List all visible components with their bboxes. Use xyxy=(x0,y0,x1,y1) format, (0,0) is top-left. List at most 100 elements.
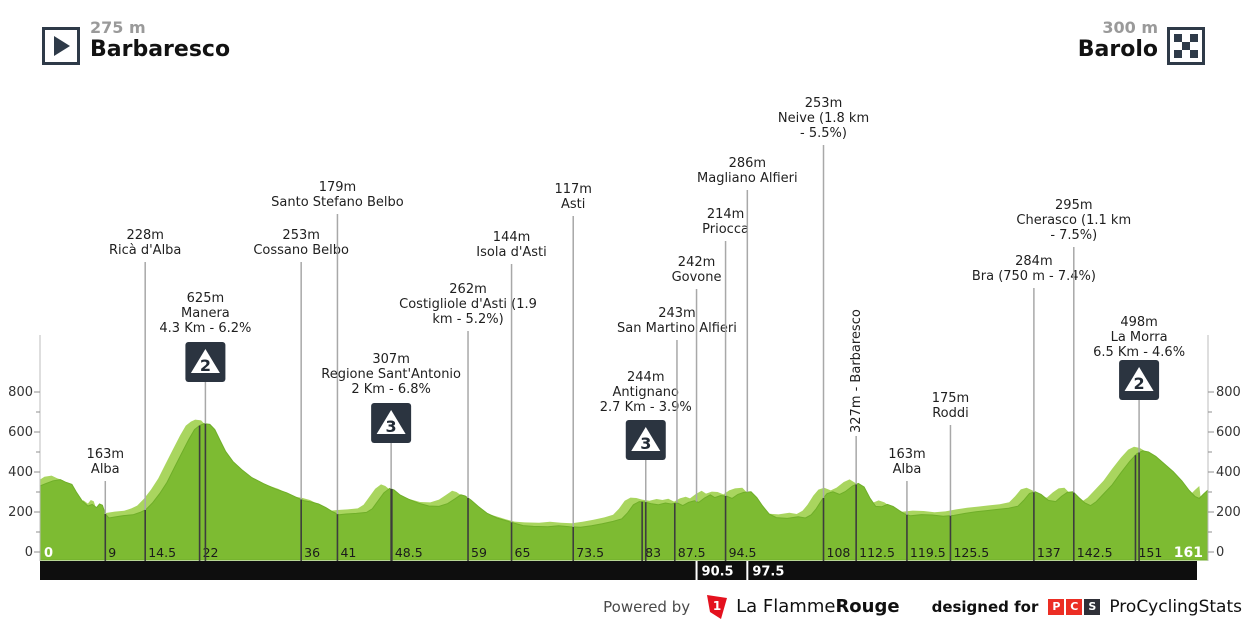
marker-label: Santo Stefano Belbo xyxy=(271,195,404,210)
marker-label: Cherasco (1.1 km xyxy=(1016,213,1131,228)
profile-area-main xyxy=(39,423,1209,561)
y-axis-label: 600 xyxy=(8,425,33,440)
marker-label: Roddi xyxy=(932,406,969,421)
designed-for-label: designed for xyxy=(931,597,1039,616)
marker-label: Manera xyxy=(181,306,230,321)
x-tick-label: 83 xyxy=(645,545,661,560)
x-tick-label: 112.5 xyxy=(859,545,895,560)
y-axis-label: 800 xyxy=(1216,385,1241,400)
x-tick-label: 48.5 xyxy=(395,545,423,560)
marker-label-vertical: 327m - Barbaresco xyxy=(849,309,864,433)
checkered-pattern xyxy=(1174,34,1198,58)
marker-label: 286m xyxy=(729,156,766,171)
marker-label: - 7.5%) xyxy=(1050,228,1097,243)
x-tick-label: 9 xyxy=(108,545,116,560)
la-flamme-rouge-wordmark[interactable]: La FlammeRouge xyxy=(736,596,899,617)
svg-text:3: 3 xyxy=(640,434,651,453)
x-tick-label: 0 xyxy=(44,546,53,561)
marker-label: 295m xyxy=(1055,198,1092,213)
marker-label: 262m xyxy=(449,282,486,297)
category-3-climb-icon: 3 xyxy=(625,420,666,460)
marker-label: 163m xyxy=(87,447,124,462)
marker-label: Priocca xyxy=(702,222,749,237)
pcs-letter-c: C xyxy=(1066,598,1083,615)
start-elevation: 275 m xyxy=(90,18,146,37)
y-axis-label: 0 xyxy=(1216,545,1224,560)
powered-by-label: Powered by xyxy=(603,597,691,616)
x-tick-label: 59 xyxy=(471,545,487,560)
start-header: 275 m Barbaresco xyxy=(90,18,231,63)
x-tick-label: 108 xyxy=(827,545,851,560)
finish-elevation: 300 m xyxy=(1102,18,1158,37)
y-axis-label: 200 xyxy=(1216,505,1241,520)
marker-label: Neive (1.8 km xyxy=(778,111,869,126)
marker-label: 498m xyxy=(1120,315,1157,330)
start-flag-icon xyxy=(42,27,80,65)
band-tick-label: 90.5 xyxy=(702,565,734,580)
marker-label: - 5.5%) xyxy=(800,126,847,141)
category-2-climb-icon: 2 xyxy=(185,342,226,382)
marker-label: Alba xyxy=(893,462,922,477)
svg-text:2: 2 xyxy=(200,356,211,375)
marker-label: Alba xyxy=(91,462,120,477)
x-tick-label: 65 xyxy=(515,545,531,560)
marker-label: km - 5.2%) xyxy=(432,312,503,327)
y-axis-label: 400 xyxy=(1216,465,1241,480)
pcs-logo-icon[interactable]: P C S xyxy=(1048,598,1102,615)
lfr-regular: La Flamme xyxy=(736,596,836,617)
marker-label: 253m xyxy=(282,228,319,243)
pcs-letter-s: S xyxy=(1084,598,1101,615)
marker-label: Bra (750 m - 7.4%) xyxy=(972,269,1096,284)
marker-label: 2 Km - 6.8% xyxy=(351,382,431,397)
marker-label: 4.3 Km - 6.2% xyxy=(159,321,251,336)
marker-label: Antignano xyxy=(613,385,680,400)
marker-label: 625m xyxy=(187,291,224,306)
marker-label: Govone xyxy=(672,270,722,285)
marker-label: 244m xyxy=(627,370,664,385)
marker-label: Asti xyxy=(561,197,585,212)
y-axis-label: 400 xyxy=(8,465,33,480)
pcs-letter-p: P xyxy=(1048,598,1065,615)
category-2-climb-icon: 2 xyxy=(1119,360,1160,400)
marker-label: 214m xyxy=(707,207,744,222)
y-axis-label: 0 xyxy=(25,545,33,560)
marker-label: Cossano Belbo xyxy=(253,243,349,258)
profile-marker: 327m - Barbaresco xyxy=(849,309,864,485)
x-tick-label: 87.5 xyxy=(678,545,706,560)
la-flamme-rouge-icon[interactable]: 1 xyxy=(704,594,728,620)
x-tick-label: 94.5 xyxy=(729,545,757,560)
y-axis-label: 800 xyxy=(8,385,33,400)
finish-header: 300 m Barolo xyxy=(1078,18,1158,63)
marker-label: 253m xyxy=(805,96,842,111)
pcs-wordmark[interactable]: ProCyclingStats xyxy=(1109,596,1242,617)
marker-label: Isola d'Asti xyxy=(476,245,546,260)
y-axis-label: 600 xyxy=(1216,425,1241,440)
marker-label: San Martino Alfieri xyxy=(617,321,737,336)
x-tick-label: 22 xyxy=(203,545,219,560)
svg-text:3: 3 xyxy=(386,417,397,436)
marker-label: Regione Sant'Antonio xyxy=(321,367,461,382)
x-tick-label: 151 xyxy=(1138,545,1162,560)
marker-label: 163m xyxy=(888,447,925,462)
marker-label: 175m xyxy=(932,391,969,406)
marker-label: Magliano Alfieri xyxy=(697,171,798,186)
start-name: Barbaresco xyxy=(90,37,231,62)
marker-label: 242m xyxy=(678,255,715,270)
x-tick-label: 36 xyxy=(304,545,320,560)
svg-text:1: 1 xyxy=(713,599,721,613)
marker-label: Ricà d'Alba xyxy=(109,243,181,258)
category-3-climb-icon: 3 xyxy=(371,403,412,443)
marker-label: 179m xyxy=(319,180,356,195)
